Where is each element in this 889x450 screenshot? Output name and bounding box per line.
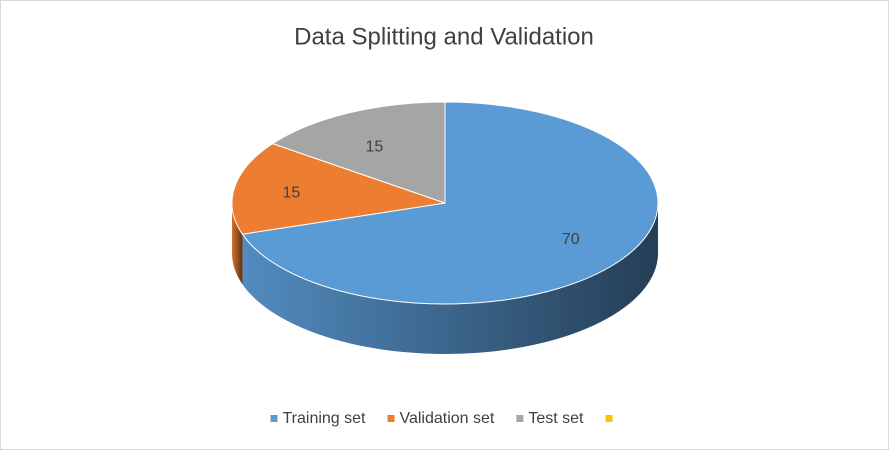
legend-swatch xyxy=(516,415,524,422)
data-label: 70 xyxy=(562,231,580,248)
legend-swatch xyxy=(270,415,278,422)
data-label: 15 xyxy=(366,138,384,155)
data-label: 15 xyxy=(283,184,301,201)
chart-title: Data Splitting and Validation xyxy=(294,23,594,50)
slice-side-shade xyxy=(242,203,658,355)
legend-label: Validation set xyxy=(399,410,494,427)
legend-swatch xyxy=(605,415,613,422)
legend-label: Test set xyxy=(528,410,584,427)
legend-label: Training set xyxy=(282,410,366,427)
legend: Training set Validation set Test set xyxy=(270,410,613,427)
slice xyxy=(271,101,446,204)
slice xyxy=(231,143,446,235)
slice xyxy=(241,101,659,305)
slice-side-shade xyxy=(232,203,243,285)
legend-swatch xyxy=(387,415,395,422)
